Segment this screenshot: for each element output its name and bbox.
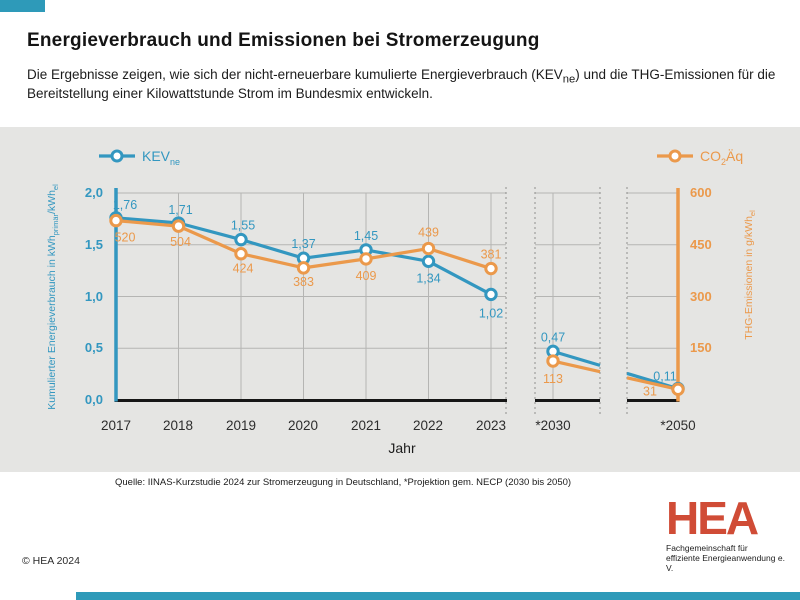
legend-co2-label: CO2Äq bbox=[700, 148, 744, 167]
data-label-KEVne: 0,47 bbox=[541, 330, 565, 344]
x-axis-title: Jahr bbox=[388, 440, 416, 456]
left-axis-tick: 1,0 bbox=[84, 289, 103, 304]
data-label-CO2Äq: 381 bbox=[481, 248, 502, 262]
data-point-KEVne bbox=[421, 254, 436, 269]
subtitle-text: Die Ergebnisse zeigen, wie sich der nich… bbox=[27, 67, 563, 82]
data-label-CO2Äq: 113 bbox=[543, 372, 563, 386]
left-axis-tick: 2,0 bbox=[84, 185, 103, 200]
right-axis-tick: 150 bbox=[690, 340, 712, 355]
left-axis-tick: 0,0 bbox=[84, 392, 103, 407]
data-label-CO2Äq: 383 bbox=[293, 275, 314, 289]
legend-co2-marker-icon bbox=[657, 149, 693, 163]
data-point-CO2Äq bbox=[546, 354, 560, 368]
chart-panel-background bbox=[0, 127, 800, 472]
legend-kev-marker-icon bbox=[99, 149, 135, 163]
right-axis-tick: 450 bbox=[690, 237, 712, 252]
data-label-CO2Äq: 31 bbox=[643, 384, 657, 398]
data-point-CO2Äq bbox=[171, 219, 186, 233]
right-axis-title: THG-Emissionen in g/kWhel bbox=[743, 210, 758, 340]
x-axis-tick: *2050 bbox=[660, 418, 696, 433]
data-point-CO2Äq bbox=[421, 241, 436, 256]
data-point-CO2Äq bbox=[296, 261, 311, 275]
data-point-CO2Äq bbox=[359, 252, 373, 266]
series-line-CO2Äq bbox=[626, 376, 679, 391]
right-axis-tick: 300 bbox=[690, 289, 712, 304]
data-label-KEVne: 1,55 bbox=[231, 219, 255, 233]
data-label-KEVne: 1,71 bbox=[168, 203, 192, 217]
data-label-KEVne: 1,45 bbox=[354, 229, 378, 243]
line-chart: 1,76 1,71 1,55 1,37 1,45 1,34 1,02 0,47 0,11 520 5… bbox=[109, 187, 685, 414]
data-label-KEVne: 1,34 bbox=[416, 271, 440, 285]
subtitle: Die Ergebnisse zeigen, wie sich der nich… bbox=[27, 65, 779, 103]
legend-kev-label: KEVne bbox=[142, 148, 181, 167]
copyright-text: © HEA 2024 bbox=[22, 555, 80, 567]
left-axis-title: Kumulierter Energieverbrauch in kWhprimä… bbox=[46, 184, 61, 410]
x-axis-tick: 2021 bbox=[350, 418, 382, 433]
data-label-CO2Äq: 409 bbox=[356, 269, 377, 283]
data-label-CO2Äq: 439 bbox=[418, 226, 439, 240]
data-label-KEVne: 1,76 bbox=[113, 198, 137, 212]
data-label-CO2Äq: 504 bbox=[170, 235, 191, 249]
data-point-CO2Äq bbox=[671, 382, 685, 397]
data-label-KEVne: 1,02 bbox=[479, 306, 503, 320]
subtitle-subscript: ne bbox=[562, 73, 576, 86]
data-point-CO2Äq bbox=[234, 247, 248, 261]
data-point-CO2Äq bbox=[484, 261, 498, 276]
legend-item-co2: CO2Äq bbox=[656, 147, 744, 167]
accent-bar-bottom bbox=[76, 592, 800, 600]
data-label-CO2Äq: 424 bbox=[233, 262, 254, 276]
x-axis-tick: *2030 bbox=[535, 418, 571, 433]
x-axis-tick: 2023 bbox=[475, 418, 507, 433]
left-axis-tick: 0,5 bbox=[84, 340, 103, 355]
left-axis-tick: 1,5 bbox=[84, 237, 103, 252]
source-note: Quelle: IINAS-Kurzstudie 2024 zur Strome… bbox=[115, 477, 572, 488]
hea-logo: HEA Fachgemeinschaft für effiziente Ener… bbox=[666, 492, 786, 573]
data-label-CO2Äq: 520 bbox=[115, 231, 136, 245]
x-axis-tick: 2022 bbox=[412, 418, 444, 433]
data-point-CO2Äq bbox=[109, 213, 123, 228]
series-line-KEVne bbox=[552, 349, 601, 367]
x-axis-tick: 2020 bbox=[287, 418, 319, 433]
data-point-KEVne bbox=[234, 232, 248, 247]
hea-logo-text: HEA bbox=[666, 492, 759, 544]
page-title: Energieverbrauch und Emissionen bei Stro… bbox=[27, 30, 540, 51]
data-label-KEVne: 0,11 bbox=[653, 370, 676, 384]
hea-logo-subtitle: Fachgemeinschaft für effiziente Energiea… bbox=[666, 543, 785, 573]
legend-item-kev: KEVne bbox=[98, 147, 181, 167]
x-axis-tick: 2018 bbox=[162, 418, 194, 433]
series-line-CO2Äq bbox=[552, 359, 601, 374]
right-axis-tick: 600 bbox=[690, 185, 712, 200]
subtitle-text-2: ) und die THG-Emissionen für die Bereits… bbox=[27, 67, 776, 101]
x-axis-tick: 2019 bbox=[225, 418, 257, 433]
x-axis-tick: 2017 bbox=[100, 418, 132, 433]
data-label-KEVne: 1,37 bbox=[291, 237, 315, 251]
accent-bar-top-left bbox=[0, 0, 45, 12]
data-point-KEVne bbox=[484, 287, 498, 302]
